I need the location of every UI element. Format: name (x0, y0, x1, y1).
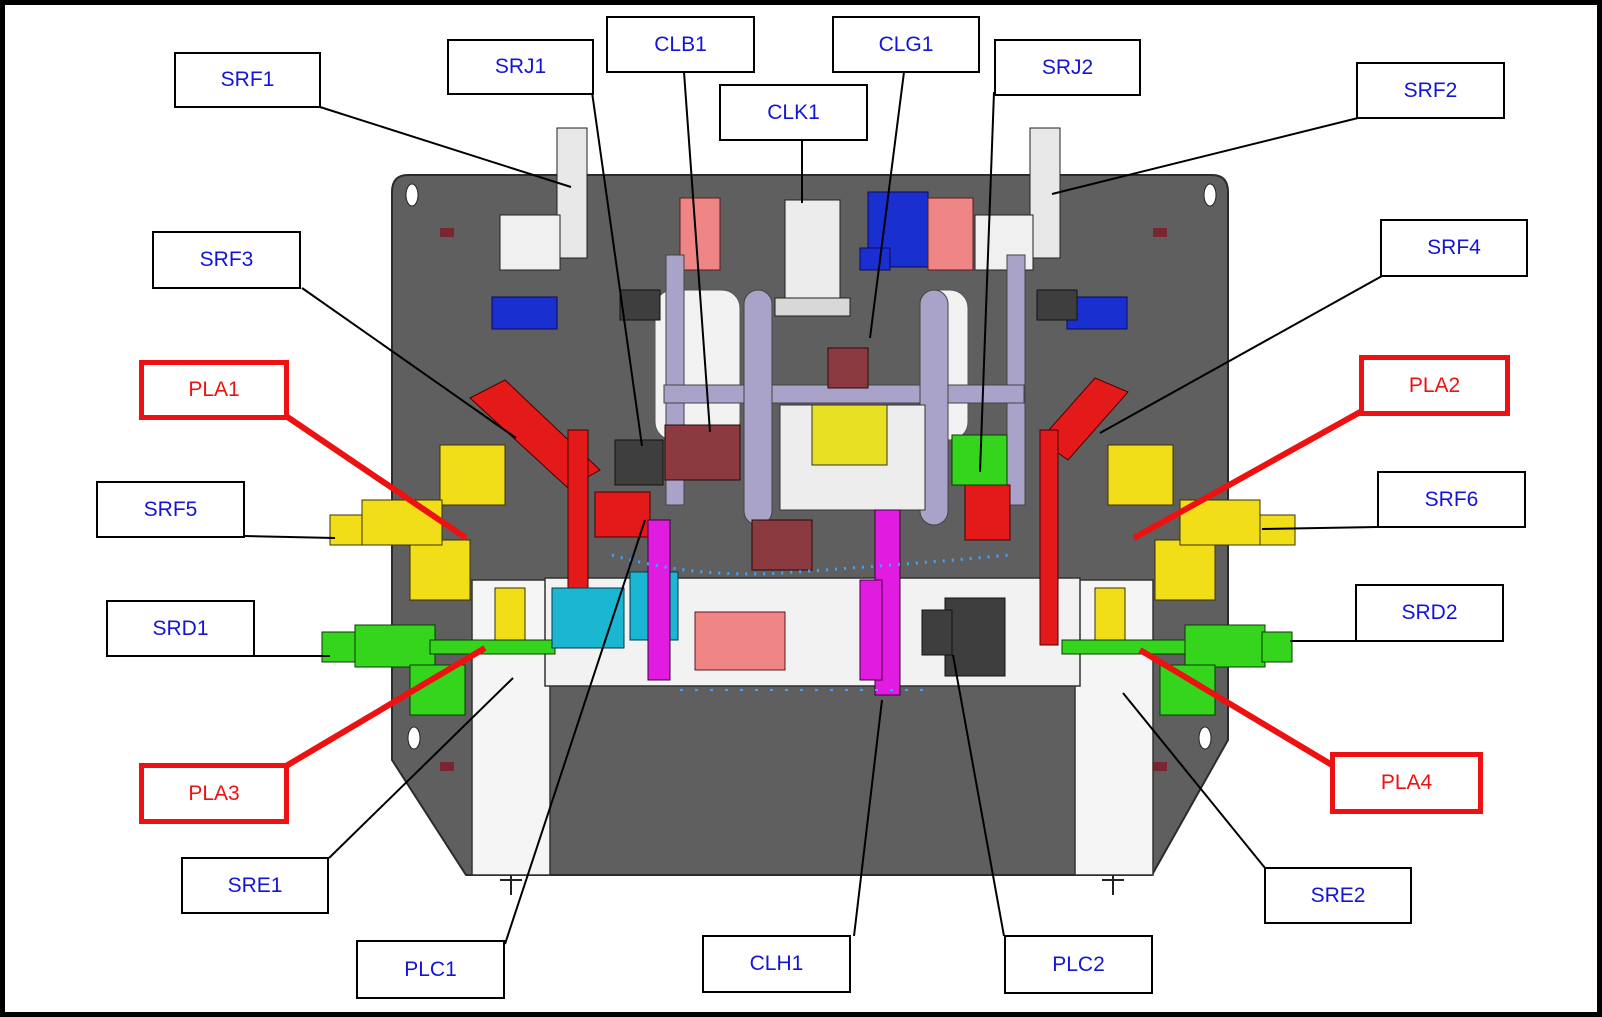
label-pla1: PLA1 (139, 360, 289, 420)
dotted-arc (611, 553, 1011, 576)
center-yellow (811, 404, 888, 466)
support-feet (500, 875, 1124, 895)
label-srj1: SRJ1 (447, 39, 594, 95)
blue-blocks (491, 191, 1128, 373)
label-srd2: SRD2 (1355, 584, 1504, 642)
label-srf5: SRF5 (96, 481, 245, 538)
red-clamp-right (964, 377, 1129, 646)
guide-bars (663, 254, 1026, 526)
label-clk1: CLK1 (719, 84, 868, 141)
label-pla2: PLA2 (1359, 355, 1510, 416)
label-clb1: CLB1 (606, 16, 755, 73)
label-srf2: SRF2 (1356, 62, 1505, 119)
label-clg1: CLG1 (832, 16, 980, 73)
plate-markers (440, 228, 1167, 771)
label-sre1: SRE1 (181, 857, 329, 914)
label-sre2: SRE2 (1264, 867, 1412, 924)
green-clamps (321, 434, 1293, 716)
label-srd1: SRD1 (106, 600, 255, 657)
label-srf4: SRF4 (1380, 219, 1528, 277)
label-srf3: SRF3 (152, 231, 301, 289)
magenta-clamps (647, 509, 901, 696)
brown-blocks (664, 347, 869, 571)
label-clh1: CLH1 (702, 935, 851, 993)
label-plc2: PLC2 (1004, 935, 1153, 994)
mounting-holes (405, 183, 1217, 750)
label-srj2: SRJ2 (994, 39, 1141, 96)
label-pla3: PLA3 (139, 763, 289, 824)
label-pla4: PLA4 (1330, 752, 1483, 814)
label-srf6: SRF6 (1377, 471, 1526, 528)
leader-lines-red (284, 408, 1364, 769)
label-plc1: PLC1 (356, 940, 505, 999)
label-srf1: SRF1 (174, 52, 321, 108)
pink-blocks (679, 197, 974, 671)
yellow-clamps (329, 444, 1296, 649)
leader-lines-black (243, 71, 1383, 945)
